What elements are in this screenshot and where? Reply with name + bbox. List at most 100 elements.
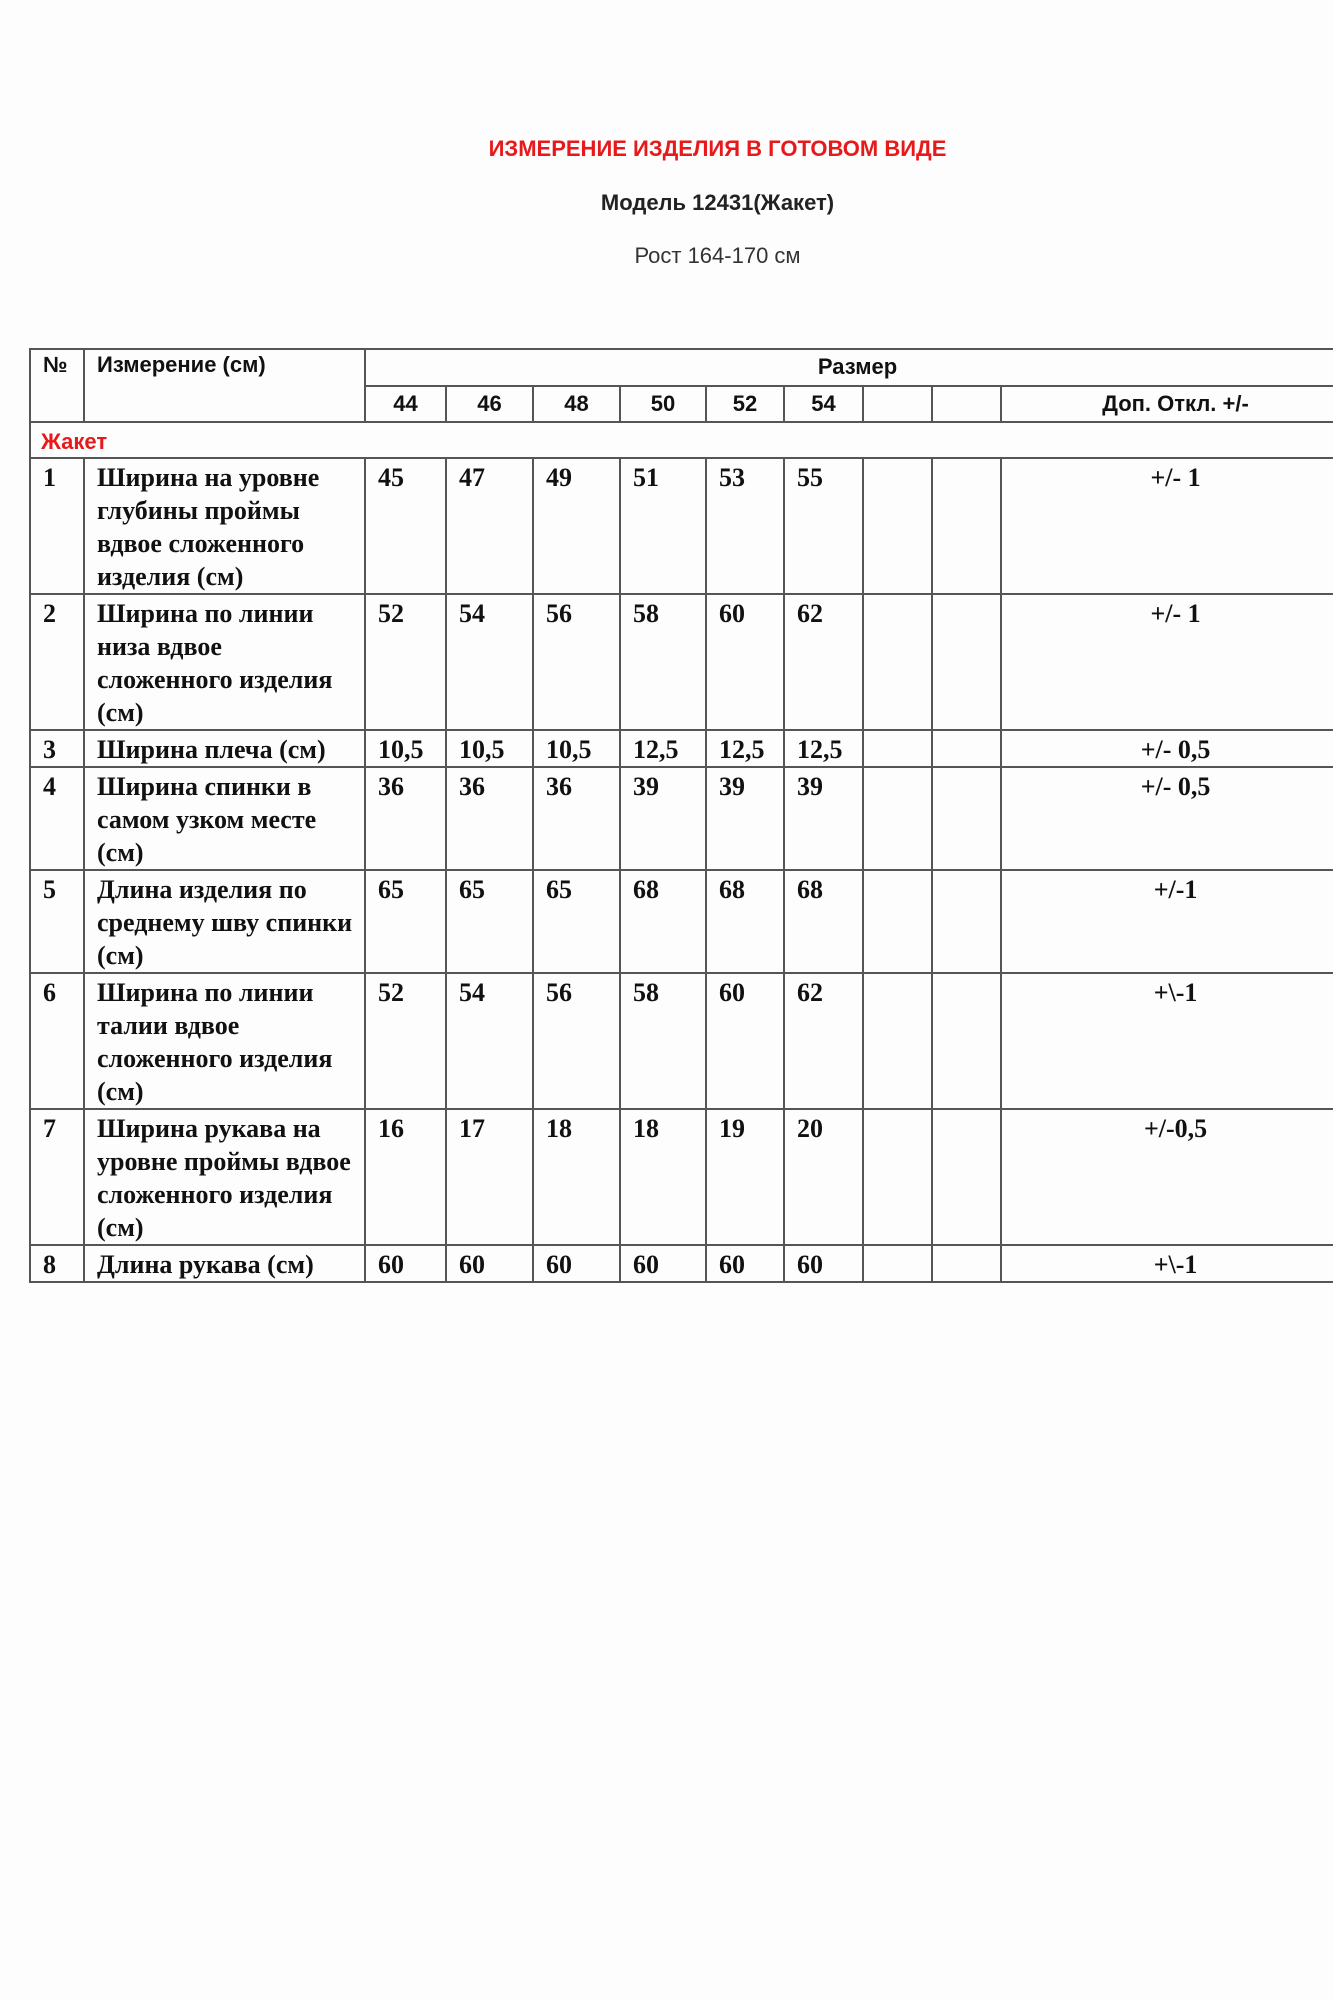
empty-cell xyxy=(862,1108,933,1246)
tolerance-value: +/- 1 xyxy=(999,457,1333,595)
size-value: 58 xyxy=(619,593,707,731)
document-title: ИЗМЕРЕНИЕ ИЗДЕЛИЯ В ГОТОВОМ ВИДЕ xyxy=(488,136,947,161)
size-50: 50 xyxy=(619,385,707,423)
row-number: 8 xyxy=(29,1244,85,1283)
measurement-name: Ширина спинки в самом узком месте (см) xyxy=(83,766,366,871)
size-value: 39 xyxy=(705,766,785,871)
measurement-name: Длина рукава (см) xyxy=(83,1244,366,1283)
row-number: 2 xyxy=(29,593,85,731)
measurement-name: Ширина на уровне глубины проймы вдвое сл… xyxy=(83,457,366,595)
size-value: 39 xyxy=(783,766,864,871)
size-value: 62 xyxy=(783,593,864,731)
table-row: 3 Ширина плеча (см) 10,5 10,5 10,5 12,5 12,5 12… xyxy=(29,729,1333,768)
size-value: 53 xyxy=(705,457,785,595)
size-44: 44 xyxy=(364,385,447,423)
header-size: Размер xyxy=(363,348,1333,387)
size-value: 20 xyxy=(783,1108,864,1246)
size-value: 49 xyxy=(532,457,621,595)
empty-cell xyxy=(862,869,933,974)
size-value: 60 xyxy=(705,593,785,731)
measurement-name: Ширина плеча (см) xyxy=(83,729,366,768)
size-empty xyxy=(931,385,1002,423)
size-value: 65 xyxy=(445,869,534,974)
size-value: 47 xyxy=(445,457,534,595)
size-value: 60 xyxy=(445,1244,534,1283)
table-row: 1 Ширина на уровне глубины проймы вдвое с… xyxy=(29,457,1333,595)
size-value: 12,5 xyxy=(619,729,707,768)
size-value: 12,5 xyxy=(783,729,864,768)
size-value: 18 xyxy=(532,1108,621,1246)
measurement-name: Ширина по линии низа вдвое сложенного из… xyxy=(83,593,366,731)
section-label: Жакет xyxy=(28,421,1333,459)
size-value: 39 xyxy=(619,766,707,871)
size-value: 17 xyxy=(445,1108,534,1246)
row-number: 6 xyxy=(29,972,85,1110)
size-value: 68 xyxy=(705,869,785,974)
empty-cell xyxy=(931,593,1002,731)
empty-cell xyxy=(862,593,933,731)
empty-cell xyxy=(862,766,933,871)
size-value: 62 xyxy=(783,972,864,1110)
empty-cell xyxy=(862,457,933,595)
header-measure: Измерение (см) xyxy=(83,348,366,423)
table-row: 8 Длина рукава (см) 60 60 60 60 60 60 +\-1 xyxy=(29,1244,1333,1283)
size-value: 45 xyxy=(364,457,447,595)
size-value: 18 xyxy=(619,1108,707,1246)
empty-cell xyxy=(931,729,1002,768)
size-value: 60 xyxy=(364,1244,447,1283)
size-value: 56 xyxy=(532,972,621,1110)
size-48: 48 xyxy=(532,385,621,423)
size-value: 54 xyxy=(445,593,534,731)
measurement-name: Ширина рукава на уровне проймы вдвое сло… xyxy=(83,1108,366,1246)
tolerance-value: +/- 0,5 xyxy=(999,766,1333,871)
size-value: 65 xyxy=(532,869,621,974)
size-value: 58 xyxy=(619,972,707,1110)
tolerance-value: +\-1 xyxy=(999,1244,1333,1283)
table-row: 4 Ширина спинки в самом узком месте (см) 3… xyxy=(29,766,1333,871)
size-value: 56 xyxy=(532,593,621,731)
row-number: 7 xyxy=(29,1108,85,1246)
size-value: 60 xyxy=(705,972,785,1110)
empty-cell xyxy=(862,729,933,768)
size-value: 55 xyxy=(783,457,864,595)
size-value: 52 xyxy=(364,593,447,731)
size-value: 10,5 xyxy=(445,729,534,768)
tolerance-value: +/- 1 xyxy=(999,593,1333,731)
measurement-name: Ширина по линии талии вдвое сложенного и… xyxy=(83,972,366,1110)
row-number: 3 xyxy=(29,729,85,768)
header-no: № xyxy=(29,348,85,423)
empty-cell xyxy=(931,766,1002,871)
tolerance-value: +/- 0,5 xyxy=(999,729,1333,768)
measurement-table: № Измерение (см) Размер 44 46 48 50 52 5… xyxy=(28,348,1333,1283)
size-value: 65 xyxy=(364,869,447,974)
table-row: 2 Ширина по линии низа вдвое сложенного и… xyxy=(29,593,1333,731)
size-54: 54 xyxy=(783,385,864,423)
empty-cell xyxy=(931,1244,1002,1283)
size-value: 60 xyxy=(705,1244,785,1283)
size-value: 68 xyxy=(783,869,864,974)
size-value: 36 xyxy=(364,766,447,871)
size-value: 10,5 xyxy=(532,729,621,768)
size-value: 36 xyxy=(532,766,621,871)
tolerance-value: +/-1 xyxy=(999,869,1333,974)
size-value: 36 xyxy=(445,766,534,871)
size-52: 52 xyxy=(705,385,785,423)
empty-cell xyxy=(931,1108,1002,1246)
size-value: 60 xyxy=(619,1244,707,1283)
model-name: Модель 12431(Жакет) xyxy=(600,190,835,215)
size-value: 60 xyxy=(783,1244,864,1283)
height-range: Рост 164-170 см xyxy=(634,243,801,268)
row-number: 5 xyxy=(29,869,85,974)
tolerance-value: +/-0,5 xyxy=(999,1108,1333,1246)
size-value: 16 xyxy=(364,1108,447,1246)
size-value: 51 xyxy=(619,457,707,595)
size-value: 10,5 xyxy=(364,729,447,768)
table-row: 6 Ширина по линии талии вдвое сложенного … xyxy=(29,972,1333,1110)
table-row: 5 Длина изделия по среднему шву спинки (с… xyxy=(29,869,1333,974)
measurement-name: Длина изделия по среднему шву спинки (см… xyxy=(83,869,366,974)
size-46: 46 xyxy=(445,385,534,423)
empty-cell xyxy=(931,972,1002,1110)
header-tolerance: Доп. Откл. +/- xyxy=(999,385,1333,423)
size-value: 54 xyxy=(445,972,534,1110)
size-empty xyxy=(862,385,933,423)
